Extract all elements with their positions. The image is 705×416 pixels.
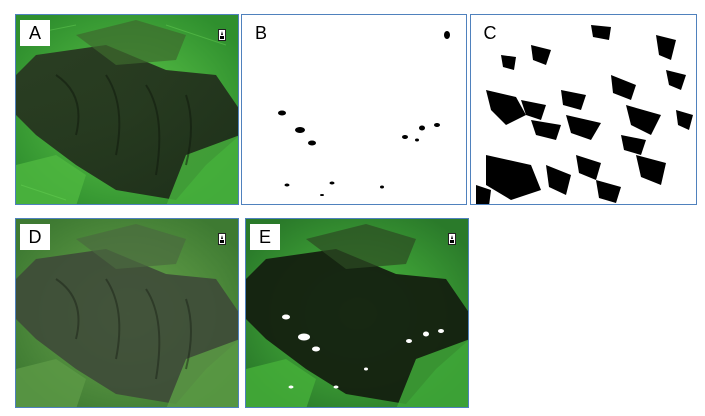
binary-mask-c: [471, 15, 696, 204]
panel-label: C: [475, 20, 505, 46]
panel-d: D: [15, 218, 239, 408]
north-arrow-icon: [218, 29, 226, 41]
binary-mask-b: [242, 15, 466, 204]
panel-c: C: [470, 14, 697, 205]
satellite-image-a: [16, 15, 238, 204]
panel-a: A: [15, 14, 239, 205]
panel-b: B: [241, 14, 467, 205]
panel-label: D: [20, 224, 50, 250]
satellite-image-d: [16, 219, 238, 407]
panel-label: B: [246, 20, 276, 46]
panel-label: E: [250, 224, 280, 250]
north-arrow-icon: [448, 233, 456, 245]
satellite-image-e: [246, 219, 468, 407]
panel-e: E: [245, 218, 469, 408]
north-arrow-icon: [218, 233, 226, 245]
panel-label: A: [20, 20, 50, 46]
